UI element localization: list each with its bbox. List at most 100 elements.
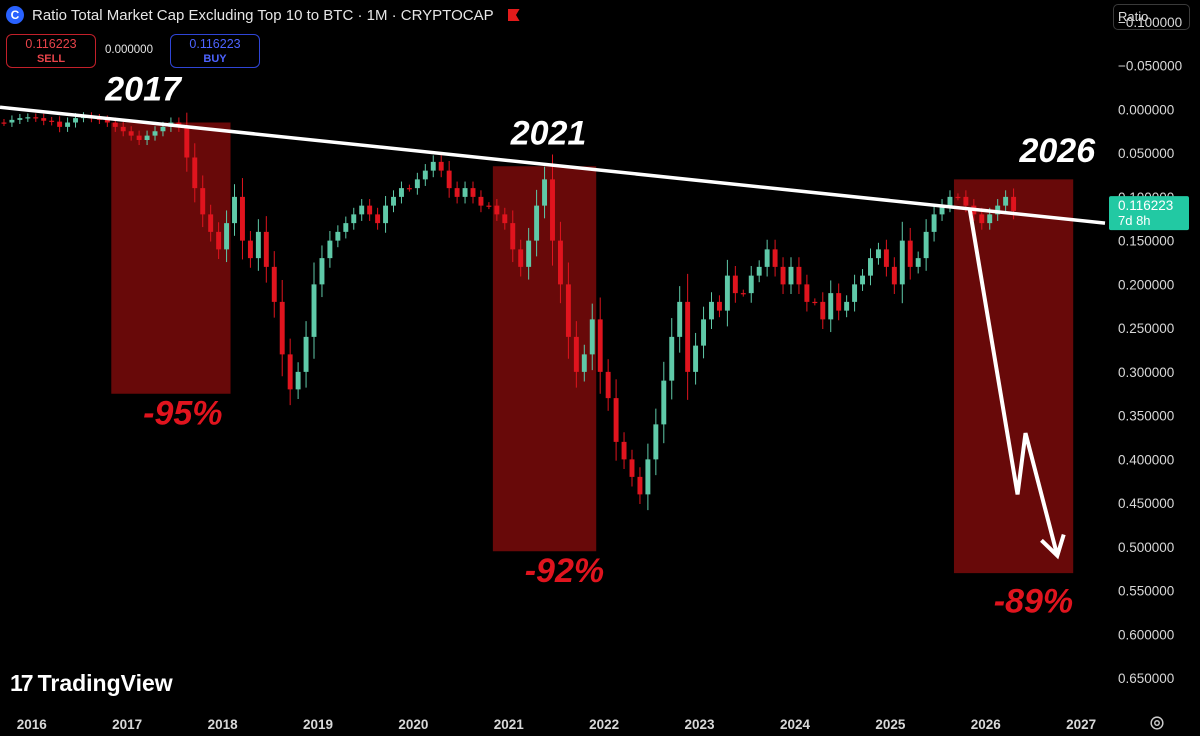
- sell-label: SELL: [36, 53, 66, 65]
- candle: [589, 303, 595, 371]
- candle: [470, 181, 476, 204]
- candle: [891, 257, 897, 294]
- candle: [200, 175, 206, 228]
- candle: [868, 248, 873, 286]
- candle: [430, 155, 436, 178]
- candle: [621, 432, 627, 469]
- candle: [677, 286, 683, 353]
- x-tick-label: 2021: [494, 717, 525, 732]
- candle: [812, 298, 818, 306]
- candle: [478, 190, 484, 213]
- candle: [271, 251, 277, 318]
- gear-icon[interactable]: [1148, 714, 1166, 732]
- current-value-label: 0.116223: [1118, 198, 1173, 213]
- y-tick-label: 0.300000: [1118, 365, 1174, 380]
- candle: [581, 344, 587, 382]
- candle: [852, 274, 858, 312]
- candle: [367, 199, 373, 221]
- y-tick-label: 0.050000: [1118, 146, 1174, 161]
- y-tick-label: 0.600000: [1118, 627, 1174, 642]
- candle: [335, 225, 341, 248]
- candle: [462, 181, 468, 204]
- candle: [899, 221, 905, 304]
- candle: [41, 113, 47, 126]
- candle: [669, 318, 675, 400]
- candle: [788, 257, 794, 294]
- drawdown-label: -95%: [143, 394, 222, 432]
- candle: [637, 467, 643, 504]
- candle: [33, 113, 39, 122]
- candle: [128, 126, 134, 141]
- scale-mode-button[interactable]: Ratio: [1113, 4, 1190, 30]
- y-axis: −0.100000−0.0500000.0000000.0500000.1000…: [1118, 15, 1182, 686]
- tradingview-logo: 17 TradingView: [10, 670, 173, 697]
- candle: [510, 210, 516, 263]
- candle: [756, 260, 762, 283]
- candle: [287, 338, 293, 406]
- candle: [860, 269, 866, 291]
- candle: [65, 117, 71, 132]
- candle: [780, 257, 786, 294]
- candle: [184, 112, 190, 172]
- drawdown-box-3: [953, 179, 1074, 574]
- y-tick-label: 0.000000: [1118, 102, 1174, 117]
- candle: [716, 295, 722, 318]
- candle: [17, 114, 23, 124]
- y-tick-label: 0.200000: [1118, 277, 1174, 292]
- candle: [605, 359, 611, 411]
- drawdown-box-1: [111, 122, 231, 394]
- chart-title: Ratio Total Market Cap Excluding Top 10 …: [32, 6, 494, 24]
- flag-icon[interactable]: [507, 9, 520, 21]
- candle: [557, 221, 563, 304]
- candle: [597, 297, 603, 394]
- x-tick-label: 2019: [303, 717, 333, 732]
- x-tick-label: 2025: [875, 717, 906, 732]
- x-tick-label: 2027: [1066, 717, 1096, 732]
- candle: [454, 181, 460, 204]
- annotations: 2017 2021 2026 -95% -92% -89%: [104, 71, 1096, 621]
- candle: [526, 227, 532, 280]
- candle: [192, 143, 198, 203]
- sell-button[interactable]: 0.116223 SELL: [6, 34, 96, 68]
- candle: [724, 259, 730, 327]
- x-axis: 2016 2017 2018 2019 2020 2021 2022 2023 2024 2025…: [17, 717, 1096, 732]
- candle: [319, 245, 325, 298]
- buy-label: BUY: [203, 53, 227, 65]
- candle: [144, 130, 150, 146]
- buy-price: 0.116223: [189, 37, 241, 51]
- x-tick-label: 2026: [971, 717, 1002, 732]
- candle: [414, 172, 420, 195]
- candle: [49, 116, 55, 126]
- buy-button[interactable]: 0.116223 BUY: [170, 34, 260, 68]
- candle: [613, 379, 619, 461]
- candle: [875, 242, 881, 265]
- sell-price: 0.116223: [25, 37, 77, 51]
- candle: [629, 449, 635, 487]
- x-tick-label: 2018: [208, 717, 239, 732]
- candle: [232, 184, 237, 236]
- spread-value: 0.000000: [105, 44, 153, 56]
- candle: [534, 189, 540, 257]
- year-label: 2017: [104, 71, 183, 109]
- candle: [685, 273, 691, 400]
- candle: [518, 239, 524, 277]
- candle: [263, 216, 269, 283]
- drawdown-label: -89%: [994, 583, 1073, 621]
- candle: [820, 292, 826, 329]
- candle: [311, 262, 317, 359]
- candle: [844, 295, 850, 318]
- x-tick-label: 2016: [17, 717, 48, 732]
- candle: [804, 274, 810, 312]
- candle: [406, 184, 412, 192]
- candle: [709, 292, 714, 329]
- candle: [645, 443, 651, 511]
- year-label: 2021: [510, 114, 587, 152]
- candle: [772, 239, 778, 277]
- cryptocap-logo-icon: C: [6, 6, 24, 24]
- candle: [1, 119, 7, 126]
- candle: [748, 266, 754, 303]
- candle: [883, 239, 889, 277]
- candle: [693, 332, 699, 385]
- y-tick-label: 0.650000: [1118, 671, 1174, 686]
